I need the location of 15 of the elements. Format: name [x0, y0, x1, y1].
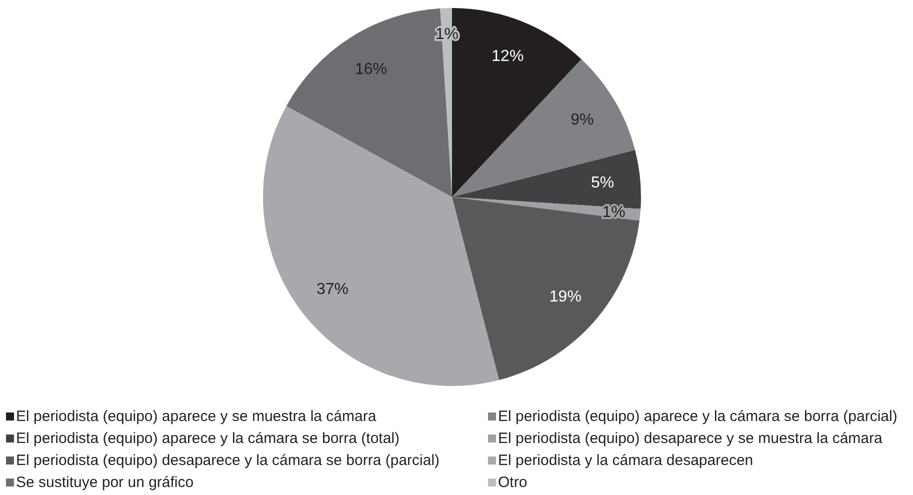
- data-label: 12%: [492, 48, 524, 65]
- legend-label: Se sustituye por un gráfico: [16, 474, 194, 491]
- data-label: 9%: [570, 112, 594, 129]
- legend-label: El periodista (equipo) desaparece y la cámara se borra (parcial): [16, 452, 440, 469]
- data-label: 19%: [549, 288, 582, 306]
- data-label: 5%: [590, 174, 614, 192]
- data-label: 16%: [354, 60, 387, 78]
- legend-label: El periodista (equipo) desaparece y se muestra la cámara: [498, 430, 884, 447]
- legend-label: El periodista (equipo) aparece y se muestra la cámara: [16, 408, 377, 425]
- legend-label: Otro: [498, 474, 528, 491]
- data-label: 37%: [316, 281, 349, 298]
- legend-label: El periodista (equipo) aparece y la cámara se borra (total): [16, 430, 400, 447]
- data-label: 1%: [602, 204, 626, 221]
- legend-label: El periodista (equipo) aparece y la cámara se borra (parcial): [498, 408, 898, 425]
- legend-label: El periodista y la cámara desaparecen: [498, 452, 754, 469]
